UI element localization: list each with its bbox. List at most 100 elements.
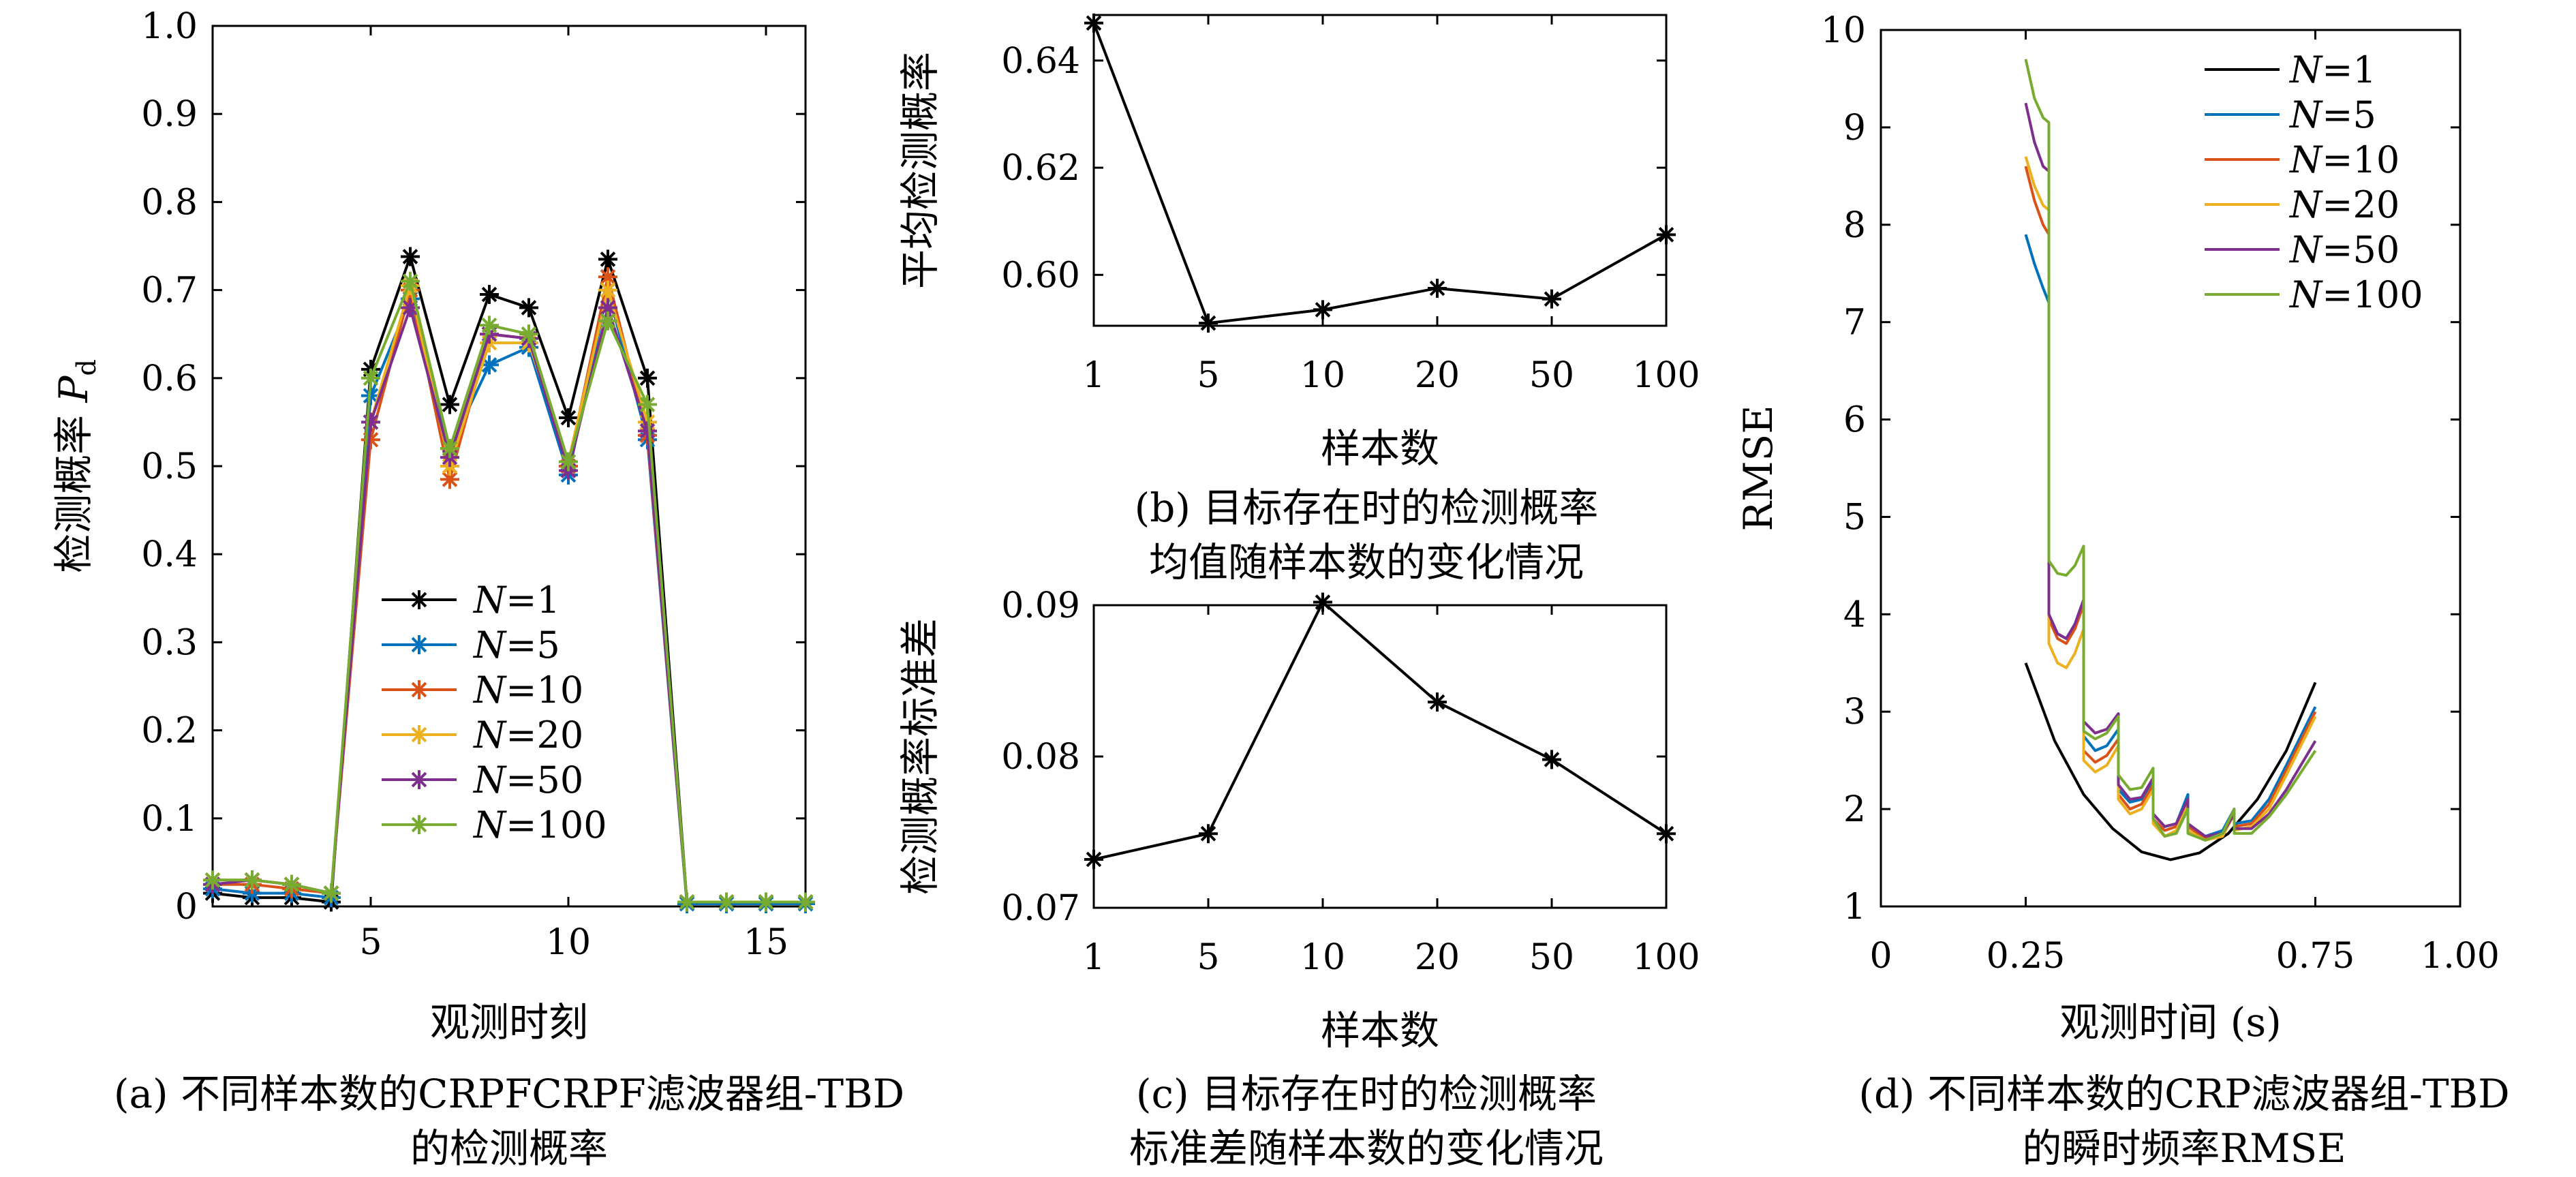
panel-d-ytick-label: 6	[1843, 400, 1866, 441]
panel-c-data-point	[1428, 692, 1447, 712]
panel-a-legend-entry: N=10	[382, 669, 583, 712]
panel-c-series-line	[1093, 600, 1668, 861]
panel-a-ytick-label: 0.8	[141, 182, 198, 223]
marker-stroke	[1544, 752, 1560, 767]
marker-stroke	[411, 682, 427, 698]
marker-stroke	[442, 440, 458, 457]
marker-stroke	[481, 286, 497, 303]
panel-a-data-point	[598, 311, 617, 331]
panel-a-caption: (a) 不同样本数的CRPFCRPF滤波器组-TBD	[114, 1071, 904, 1117]
panel-d-ytick-label: 3	[1843, 692, 1866, 733]
panel-a-xtick-label: 10	[546, 922, 591, 963]
marker-stroke	[1200, 825, 1216, 842]
panel-d-caption: 的瞬时频率RMSE	[2022, 1125, 2346, 1172]
panel-a-legend-entry: N=100	[382, 804, 607, 846]
panel-d-xtick-label: 1.00	[2421, 936, 2500, 977]
panel-a-data-point	[559, 452, 578, 472]
panel-a-data-point	[519, 324, 538, 344]
panel-a-data-point	[638, 368, 657, 388]
marker-stroke	[600, 282, 616, 298]
panel-d-xtick-label: 0.75	[2276, 936, 2355, 977]
panel-d-legend-entry: N=100	[2205, 273, 2423, 316]
panel-c-data-point	[1084, 849, 1103, 869]
panel-d-legend-entry: N=1	[2205, 48, 2376, 91]
panel-d-ytick-label: 2	[1843, 789, 1866, 830]
panel-a-data-point	[638, 421, 657, 441]
panel-c-caption: 标准差随样本数的变化情况	[1129, 1125, 1604, 1172]
marker-stroke	[521, 326, 537, 342]
panel-b-frame	[1092, 14, 1668, 327]
marker-stroke	[797, 894, 814, 910]
panel-d-legend-entry: N=50	[2205, 228, 2399, 271]
panel-a-data-point	[203, 870, 222, 890]
marker-stroke	[600, 251, 616, 267]
marker-stroke	[639, 397, 656, 412]
marker-stroke	[639, 423, 656, 439]
panel-a-data-point	[598, 298, 617, 318]
panel-a-data-point	[756, 892, 776, 912]
panel-d-legend-label: N=5	[2288, 93, 2376, 136]
panel-c-data-point	[1657, 824, 1676, 844]
panel-d-ytick-label: 8	[1843, 205, 1866, 246]
marker-stroke	[411, 592, 427, 608]
marker-stroke	[402, 249, 418, 264]
panel-a-ytick-label: 0.5	[141, 446, 198, 487]
panel-d-xtick-label: 0.25	[1987, 936, 2066, 977]
panel-d-legend-label: N=20	[2288, 183, 2399, 226]
panel-a-data-point	[598, 249, 617, 269]
panel-a-legend-label: N=10	[472, 669, 583, 712]
panel-a-data-point	[519, 298, 538, 318]
panel-b-data-point	[1428, 278, 1447, 298]
marker-stroke	[442, 397, 458, 412]
marker-stroke	[521, 300, 537, 316]
panel-b-data-point	[1313, 300, 1332, 320]
panel-a-data-point	[243, 870, 262, 890]
panel-a-data-point	[677, 892, 696, 912]
panel-a-series-5	[203, 271, 815, 912]
panel-c-ytick-label: 0.07	[1001, 888, 1080, 929]
panel-a-ytick-label: 0	[175, 887, 198, 928]
marker-stroke	[1086, 15, 1102, 31]
panel-d-series-line-2	[2024, 166, 2317, 840]
panel-d-series-line-1	[2024, 234, 2317, 838]
panel-b-xtick-label: 50	[1529, 355, 1574, 396]
panel-d-y-axis-label: RMSE	[1735, 405, 1781, 531]
panel-a-data-point	[598, 267, 617, 287]
panel-d-legend-label: N=1	[2288, 48, 2376, 91]
panel-d-ytick-label: 7	[1843, 303, 1866, 343]
marker-stroke	[560, 410, 577, 426]
marker-stroke	[481, 357, 497, 373]
legend-marker	[410, 680, 429, 699]
panel-b-data-point	[1199, 314, 1218, 333]
panel-d-legend-label: N=50	[2288, 228, 2399, 271]
panel-a-data-point	[559, 408, 578, 427]
marker-stroke	[600, 300, 616, 316]
panel-d-ytick-label: 4	[1843, 594, 1866, 635]
panel-a-legend-label: N=100	[472, 804, 607, 846]
panel-a-ytick-label: 0.3	[141, 622, 198, 663]
panel-a-ytick-label: 0.6	[141, 358, 198, 399]
panel-c-x-axis-label: 样本数	[1321, 1007, 1439, 1054]
panel-d-ytick-label: 1	[1843, 887, 1866, 928]
marker-stroke	[244, 872, 260, 888]
panel-b-data-point	[1084, 13, 1103, 33]
panel-a-data-point	[361, 368, 380, 388]
panel-b-xtick-label: 20	[1415, 355, 1460, 396]
panel-c-xtick-label: 5	[1197, 937, 1219, 978]
panel-a-ytick-label: 0.4	[141, 534, 198, 575]
panel-a-data-point	[282, 874, 301, 894]
marker-stroke	[1200, 315, 1216, 331]
marker-stroke	[411, 727, 427, 743]
panel-c-data-point	[1542, 750, 1561, 769]
panel-a-series-line	[213, 277, 806, 904]
panel-a-legend-label: N=20	[472, 714, 583, 756]
panel-c-data-point	[1313, 592, 1332, 612]
panel-b-series-line	[1092, 22, 1667, 325]
panel-a-legend-label: N=5	[472, 624, 560, 667]
legend-marker	[410, 590, 429, 609]
marker-stroke	[1658, 227, 1674, 243]
legend-marker	[410, 815, 429, 834]
marker-stroke	[411, 637, 427, 653]
marker-stroke	[1658, 825, 1674, 842]
